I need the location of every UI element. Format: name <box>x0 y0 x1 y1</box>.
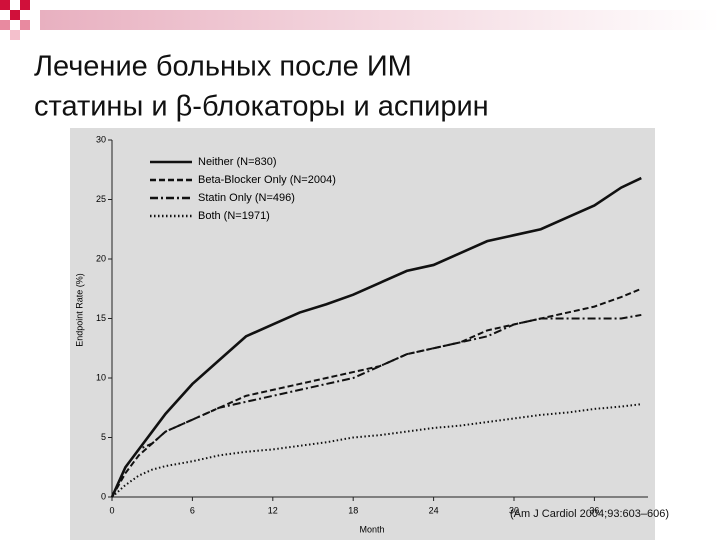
source: (Am J Cardiol 2004;93:603–606) <box>510 508 669 520</box>
y-tick-label: 30 <box>96 134 106 144</box>
legend-label: Statin Only (N=496) <box>198 192 295 204</box>
logo <box>0 0 30 40</box>
y-tick-label: 20 <box>96 253 106 263</box>
x-tick-label: 12 <box>268 505 278 515</box>
y-axis-label: Endpoint Rate (%) <box>74 273 84 347</box>
x-tick-label: 6 <box>190 505 195 515</box>
x-tick-label: 30 <box>509 505 519 515</box>
legend-label: Beta-Blocker Only (N=2004) <box>198 174 336 186</box>
y-tick-label: 0 <box>101 491 106 501</box>
line <box>110 176 642 498</box>
chart-background <box>70 128 655 540</box>
title-line: Лечение больных после ИМ <box>34 51 412 83</box>
y-tick-label: 25 <box>96 194 106 204</box>
title-line: статины и β-блокаторы и аспирин <box>34 91 489 123</box>
y-tick-label: 10 <box>96 372 106 382</box>
legend-label: Both (N=1971) <box>198 210 270 222</box>
legend-label: Neither (N=830) <box>198 156 277 168</box>
x-tick-label: 36 <box>589 505 599 515</box>
y-tick-label: 15 <box>96 313 106 323</box>
x-tick-label: 0 <box>109 505 114 515</box>
line <box>111 403 642 498</box>
header-bar <box>40 10 720 30</box>
x-axis-label: Month <box>359 524 384 534</box>
y-tick-label: 5 <box>101 432 106 442</box>
x-tick-label: 18 <box>348 505 358 515</box>
line <box>111 313 642 498</box>
x-tick-label: 24 <box>429 505 439 515</box>
line <box>111 287 642 498</box>
